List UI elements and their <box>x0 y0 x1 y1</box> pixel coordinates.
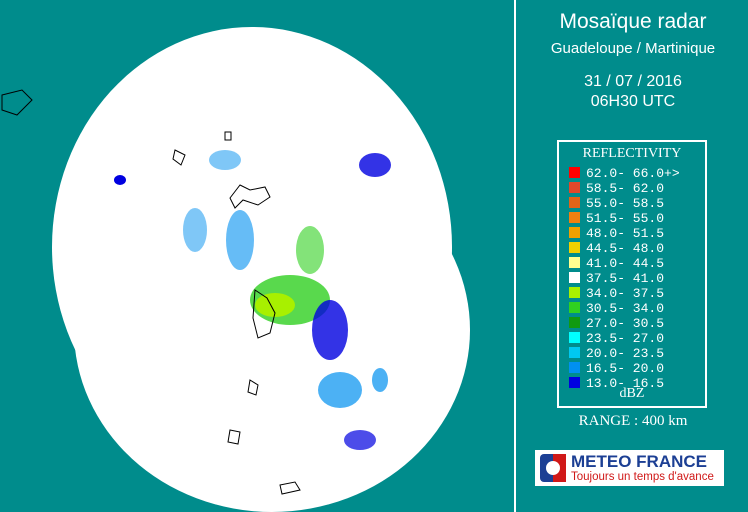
legend-label: 37.5- 41.0 <box>586 271 665 286</box>
legend-title: REFLECTIVITY <box>582 146 682 161</box>
legend-swatch <box>569 302 580 313</box>
legend-label: 16.5- 20.0 <box>586 361 665 376</box>
legend-label: 30.5- 34.0 <box>586 301 665 316</box>
legend-item: 48.0- 51.5 <box>569 226 664 241</box>
range: RANGE : 400 km <box>578 413 688 429</box>
legend-item: 23.5- 27.0 <box>569 331 664 346</box>
radar-map <box>1 27 470 512</box>
legend-swatch <box>569 362 580 373</box>
legend-unit: dBZ <box>619 386 645 401</box>
legend-swatch <box>569 317 580 328</box>
legend-item: 13.0- 16.5 <box>569 376 664 391</box>
legend-swatch <box>569 167 580 178</box>
legend-swatch <box>569 212 580 223</box>
date: 31 / 07 / 2016 <box>584 73 682 90</box>
legend-swatch <box>569 257 580 268</box>
logo-name: METEO FRANCE <box>571 452 707 471</box>
legend-label: 58.5- 62.0 <box>586 181 665 196</box>
legend-item: 30.5- 34.0 <box>569 301 664 316</box>
legend-label: 20.0- 23.5 <box>586 346 665 361</box>
legend-swatch <box>569 347 580 358</box>
time: 06H30 UTC <box>590 93 676 110</box>
legend-item: 44.5- 48.0 <box>569 241 664 256</box>
legend-item: 20.0- 23.5 <box>569 346 664 361</box>
logo-slogan: Toujours un temps d'avance <box>571 471 714 483</box>
legend-label: 34.0- 37.5 <box>586 286 665 301</box>
legend-item: 16.5- 20.0 <box>569 361 664 376</box>
legend-swatch <box>569 377 580 388</box>
legend-item: 34.0- 37.5 <box>569 286 664 301</box>
title: Mosaïque radar <box>559 10 707 33</box>
coverage <box>52 27 470 512</box>
logo-icon <box>540 454 566 482</box>
legend-swatch <box>569 332 580 343</box>
echoes <box>114 150 391 450</box>
legend-swatch <box>569 182 580 193</box>
legend-swatch <box>569 242 580 253</box>
coastlines <box>1 89 301 495</box>
legend-item: 37.5- 41.0 <box>569 271 664 286</box>
legend-label: 51.5- 55.0 <box>586 211 665 226</box>
legend-label: 62.0- 66.0+> <box>586 166 680 181</box>
legend-swatch <box>569 287 580 298</box>
legend-label: 13.0- 16.5 <box>586 376 665 391</box>
legend-swatch <box>569 197 580 208</box>
legend-label: 48.0- 51.5 <box>586 226 665 241</box>
logo: METEO FRANCE Toujours un temps d'avance <box>535 450 724 486</box>
legend-item: 58.5- 62.0 <box>569 181 664 196</box>
legend: REFLECTIVITY dBZ 62.0- 66.0+> 58.5- 62.0 5… <box>557 140 707 408</box>
info-panel: Mosaïque radar Guadeloupe / Martinique 3… <box>514 0 748 512</box>
legend-label: 55.0- 58.5 <box>586 196 665 211</box>
legend-label: 44.5- 48.0 <box>586 241 665 256</box>
legend-item: 55.0- 58.5 <box>569 196 664 211</box>
subtitle: Guadeloupe / Martinique <box>550 40 716 57</box>
legend-swatch <box>569 227 580 238</box>
legend-label: 41.0- 44.5 <box>586 256 665 271</box>
legend-item: 51.5- 55.0 <box>569 211 664 226</box>
legend-item: 41.0- 44.5 <box>569 256 664 271</box>
legend-item: 62.0- 66.0+> <box>569 166 680 181</box>
legend-item: 27.0- 30.5 <box>569 316 664 331</box>
legend-swatch <box>569 272 580 283</box>
legend-label: 23.5- 27.0 <box>586 331 665 346</box>
legend-label: 27.0- 30.5 <box>586 316 665 331</box>
